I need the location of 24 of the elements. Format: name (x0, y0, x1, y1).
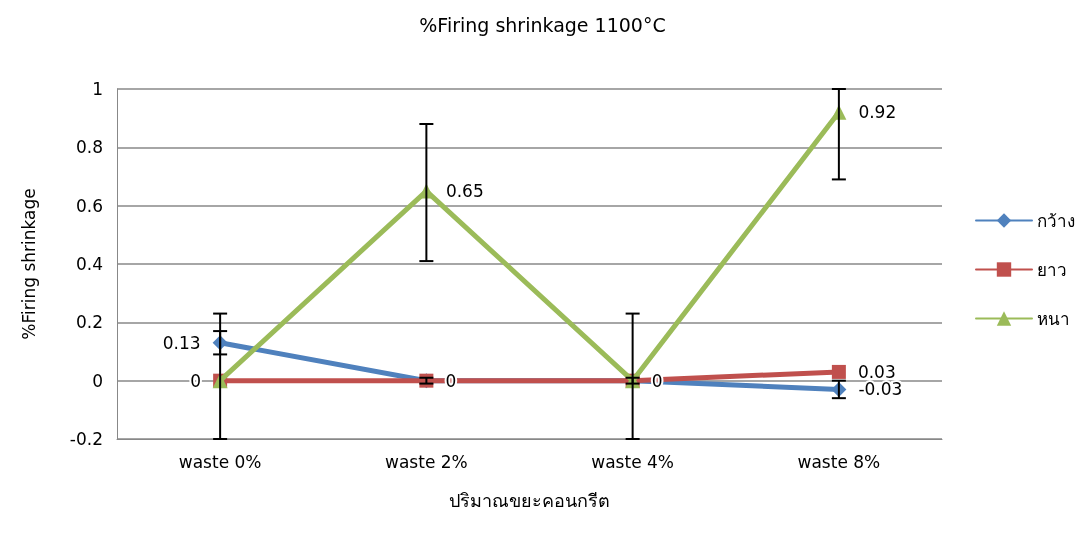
data-label: 0 (190, 370, 202, 391)
y-tick-label: 0.4 (75, 254, 103, 274)
x-axis-title: ปริมาณขยะคอนกรีต (449, 489, 610, 511)
legend-label: ยาว (1037, 259, 1067, 280)
x-tick-label: waste 8% (797, 451, 881, 472)
data-label: -0.03 (858, 379, 903, 400)
legend-label: หนา (1037, 308, 1070, 329)
data-label: 0.13 (162, 332, 201, 353)
data-label: 0.65 (445, 181, 484, 202)
data-label: 0.92 (858, 102, 897, 123)
y-axis-title: %Firing shrinkage (18, 188, 39, 340)
x-tick-label: waste 2% (385, 451, 468, 472)
data-label: 0.03 (857, 361, 896, 382)
legend-label: กว้าง (1037, 210, 1075, 231)
x-tick-label: waste 4% (591, 451, 674, 472)
y-tick-label: 0.6 (75, 195, 103, 216)
y-tick-label: 0.2 (75, 312, 103, 333)
y-tick-label: 0.8 (75, 137, 103, 158)
y-tick-label: 1 (92, 79, 103, 99)
y-tick-label: 0 (92, 370, 103, 391)
y-tick-label: -0.2 (69, 429, 103, 449)
point (831, 364, 846, 379)
x-tick-label: waste 0% (178, 451, 262, 472)
chart-title: %Firing shrinkage 1100°C (419, 13, 666, 36)
